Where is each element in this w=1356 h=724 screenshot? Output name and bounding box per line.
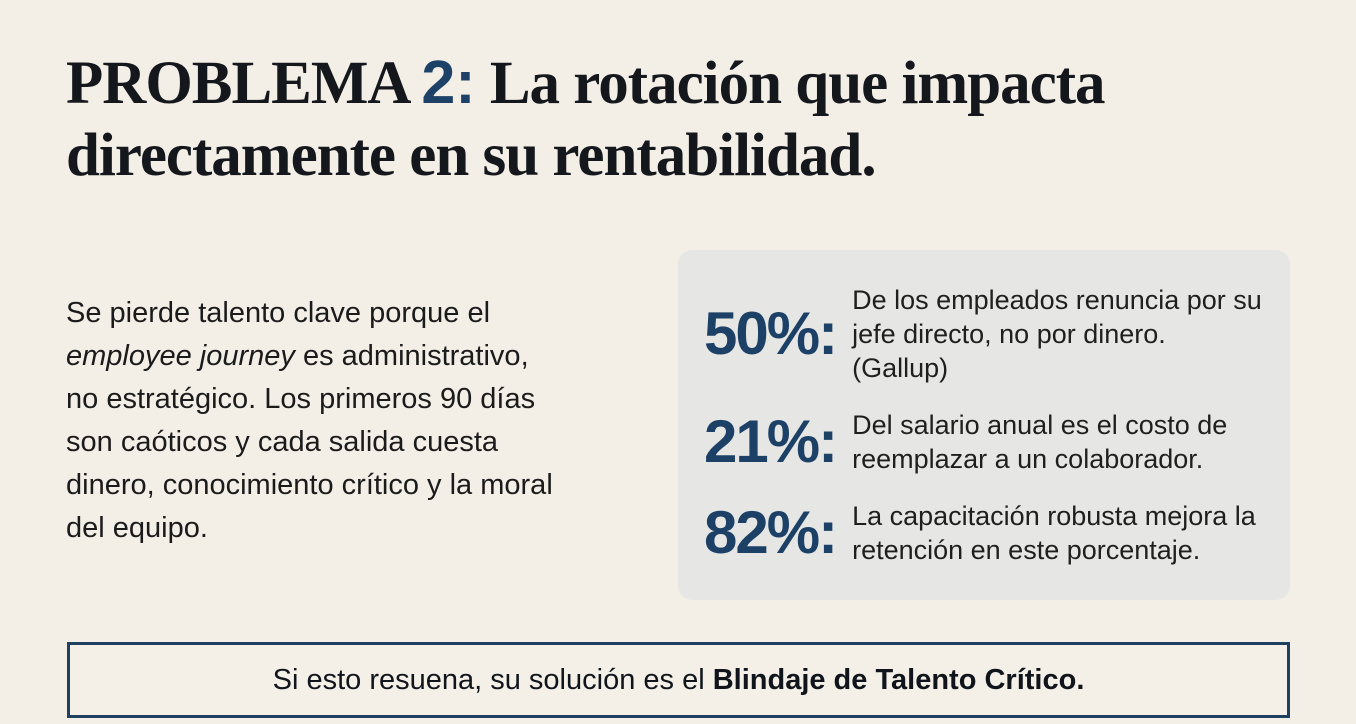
stat-row-turnover-cause: 50%: De los empleados renuncia por su je…	[704, 283, 1262, 385]
paragraph-line: Se pierde talento clave porque el	[66, 292, 666, 335]
banner-text-normal: Si esto resuena, su solución es el	[272, 663, 713, 696]
stats-panel: 50%: De los empleados renuncia por su je…	[678, 250, 1290, 600]
stat-description: Del salario anual es el costo de reempla…	[852, 410, 1228, 474]
intro-paragraph: Se pierde talento clave porque el employ…	[66, 292, 666, 550]
stat-description: De los empleados renuncia por su jefe di…	[852, 285, 1262, 383]
paragraph-text: es administrativo,	[294, 340, 529, 372]
paragraph-line: no estratégico. Los primeros 90 días	[66, 378, 666, 421]
paragraph-text: Se pierde talento clave porque el	[66, 297, 491, 329]
title-line-1: PROBLEMA 2: La rotación que impacta	[66, 46, 1336, 120]
stat-row-replacement-cost: 21%: Del salario anual es el costo de re…	[704, 408, 1262, 476]
title-line1-rest: La rotación que impacta	[475, 50, 1106, 117]
paragraph-line: dinero, conocimiento crítico y la moral	[66, 464, 666, 507]
paragraph-text: son caóticos y cada salida cuesta	[66, 426, 499, 458]
stat-value: 50%:	[704, 300, 838, 367]
paragraph-italic: employee journey	[66, 340, 295, 372]
title-prefix: PROBLEMA	[66, 50, 422, 117]
banner-text-bold: Blindaje de Talento Crítico.	[712, 663, 1085, 696]
stat-value: 82%:	[704, 499, 838, 566]
page-title: PROBLEMA 2: La rotación que impacta dire…	[66, 46, 1336, 192]
title-line-2: directamente en su rentabilidad.	[66, 122, 877, 189]
stat-value: 21%:	[704, 408, 838, 475]
paragraph-line: del equipo.	[66, 507, 666, 550]
paragraph-line: employee journey es administrativo,	[66, 335, 666, 378]
paragraph-text: no estratégico. Los primeros 90 días	[66, 383, 536, 415]
paragraph-text: del equipo.	[66, 512, 208, 544]
paragraph-line: son caóticos y cada salida cuesta	[66, 421, 666, 464]
banner-text: Si esto resuena, su solución es el Blind…	[273, 664, 1085, 697]
title-accent-number: 2:	[421, 48, 476, 116]
solution-banner: Si esto resuena, su solución es el Blind…	[67, 642, 1290, 718]
stat-row-training-retention: 82%: La capacitación robusta mejora la r…	[704, 499, 1262, 567]
stat-description: La capacitación robusta mejora la retenc…	[852, 501, 1256, 565]
paragraph-text: dinero, conocimiento crítico y la moral	[66, 469, 553, 501]
